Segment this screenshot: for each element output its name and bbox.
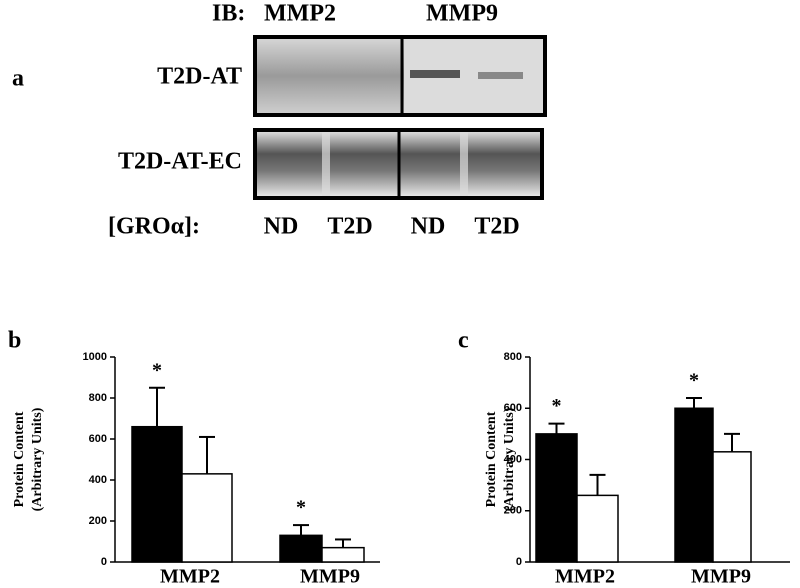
row-label: T2D-AT-EC — [118, 149, 242, 175]
bar — [279, 534, 323, 563]
y-tick-label: 1000 — [83, 351, 107, 363]
condition-label: [GROα]: — [108, 214, 200, 240]
y-axis-label: (Arbitrary Units) — [502, 407, 517, 511]
bar — [576, 494, 619, 563]
annotation: * — [689, 370, 699, 392]
condition: T2D — [474, 214, 519, 240]
panel-label: c — [458, 328, 469, 354]
condition: T2D — [327, 214, 372, 240]
x-tick-label: MMP2 — [555, 566, 615, 588]
y-tick-label: 0 — [516, 556, 522, 568]
y-tick-label: 0 — [101, 556, 107, 568]
y-tick-label: 800 — [89, 392, 107, 404]
y-tick-label: 400 — [89, 474, 107, 486]
y-axis-label: Protein Content — [484, 411, 499, 507]
condition: ND — [264, 214, 299, 240]
y-tick-label: 400 — [504, 453, 522, 465]
condition: ND — [411, 214, 446, 240]
bar — [181, 473, 233, 563]
bar — [321, 546, 365, 563]
annotation: * — [552, 395, 562, 417]
row-label: T2D-AT — [157, 64, 242, 90]
bar — [535, 433, 578, 563]
blot-image — [253, 35, 547, 200]
y-tick-label: 600 — [504, 402, 522, 414]
x-tick-label: MMP2 — [160, 566, 220, 588]
y-tick-label: 800 — [504, 351, 522, 363]
y-tick-label: 200 — [504, 505, 522, 517]
y-axis-label: (Arbitrary Units) — [30, 407, 45, 511]
panel-label: b — [8, 328, 21, 354]
annotation: * — [296, 497, 306, 519]
antibody: MMP9 — [426, 1, 498, 27]
y-tick-label: 600 — [89, 433, 107, 445]
bar — [131, 425, 183, 563]
bar — [712, 451, 752, 563]
x-tick-label: MMP9 — [300, 566, 360, 588]
x-tick-label: MMP9 — [691, 566, 751, 588]
annotation: * — [152, 359, 162, 381]
y-tick-label: 200 — [89, 515, 107, 527]
y-axis-label: Protein Content — [12, 411, 27, 507]
ib-label: IB: — [212, 1, 245, 27]
bar — [674, 407, 714, 563]
panel-label: a — [12, 66, 24, 92]
antibody: MMP2 — [264, 1, 336, 27]
